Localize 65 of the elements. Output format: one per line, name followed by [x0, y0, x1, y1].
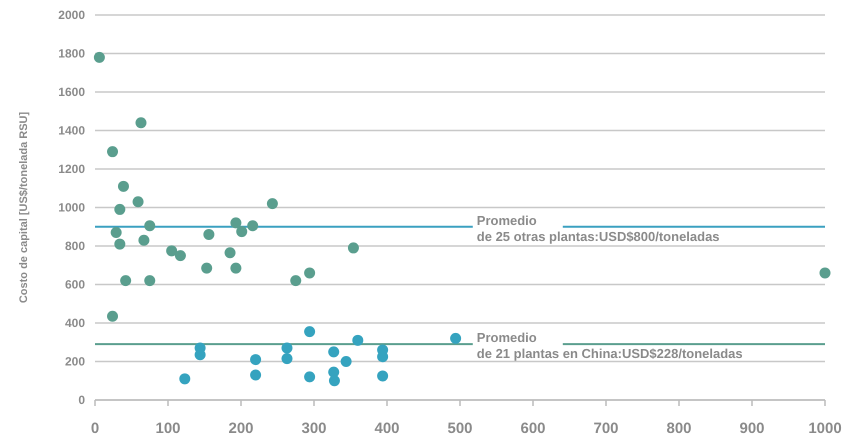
y-tick-label: 2000	[58, 8, 86, 22]
point	[114, 238, 126, 250]
y-tick-label: 1400	[58, 124, 86, 138]
point	[304, 267, 316, 278]
x-tick-label: 700	[593, 420, 619, 437]
y-tick-label: 1000	[58, 200, 86, 214]
point	[174, 250, 186, 262]
x-tick-label: 500	[447, 420, 473, 437]
point	[132, 196, 144, 208]
y-tick-label: 1800	[58, 46, 86, 60]
x-tick-label: 600	[520, 420, 546, 437]
x-tick-label: 300	[301, 420, 327, 437]
x-tick-label: 200	[228, 420, 254, 437]
point	[304, 371, 316, 382]
x-tick-label: 400	[374, 420, 400, 437]
point	[352, 334, 364, 346]
point	[230, 217, 242, 228]
point	[135, 117, 146, 128]
point	[304, 326, 316, 338]
point	[107, 310, 118, 322]
point	[450, 332, 462, 344]
point	[138, 234, 150, 246]
point	[224, 247, 236, 258]
x-tick-label: 1000	[808, 420, 842, 437]
y-tick-label: 0	[78, 393, 86, 407]
y-tick-label: 1600	[58, 85, 86, 99]
y-axis-title: Costo de capital [US$/tonelada RSU]	[18, 112, 30, 304]
point	[348, 242, 359, 254]
point	[120, 275, 132, 286]
point	[144, 220, 156, 232]
point	[118, 180, 129, 192]
point	[230, 262, 242, 274]
point	[94, 52, 105, 63]
x-tick-label: 100	[155, 420, 181, 437]
point	[281, 342, 292, 354]
point	[201, 262, 212, 274]
point	[820, 267, 830, 278]
y-tick-label: 200	[64, 354, 86, 368]
point	[247, 220, 258, 232]
point	[114, 204, 126, 215]
y-tick-label: 600	[64, 278, 86, 292]
y-tick-label: 400	[64, 316, 86, 330]
point	[110, 227, 122, 238]
point	[328, 346, 340, 358]
point	[166, 245, 178, 256]
x-tick-label: 800	[666, 420, 692, 437]
ref-line-label: Promedio de 21 plantas en China:USD$228/toneladas	[476, 330, 743, 362]
point	[328, 375, 340, 386]
point	[179, 373, 190, 384]
x-tick-label: 0	[90, 420, 100, 437]
ref-line-label: Promedio de 25 otras plantas:USD$800/toneladas	[476, 212, 720, 244]
point	[236, 226, 248, 238]
point	[250, 354, 262, 366]
point	[281, 353, 292, 364]
point	[340, 356, 352, 367]
x-tick-label: 900	[739, 420, 765, 437]
point	[203, 228, 214, 240]
point	[144, 275, 156, 286]
y-tick-label: 1200	[58, 162, 86, 176]
y-tick-label: 800	[64, 239, 86, 253]
point	[107, 146, 118, 158]
point	[250, 369, 262, 380]
point	[377, 370, 388, 382]
point	[290, 275, 302, 286]
point	[266, 198, 278, 210]
